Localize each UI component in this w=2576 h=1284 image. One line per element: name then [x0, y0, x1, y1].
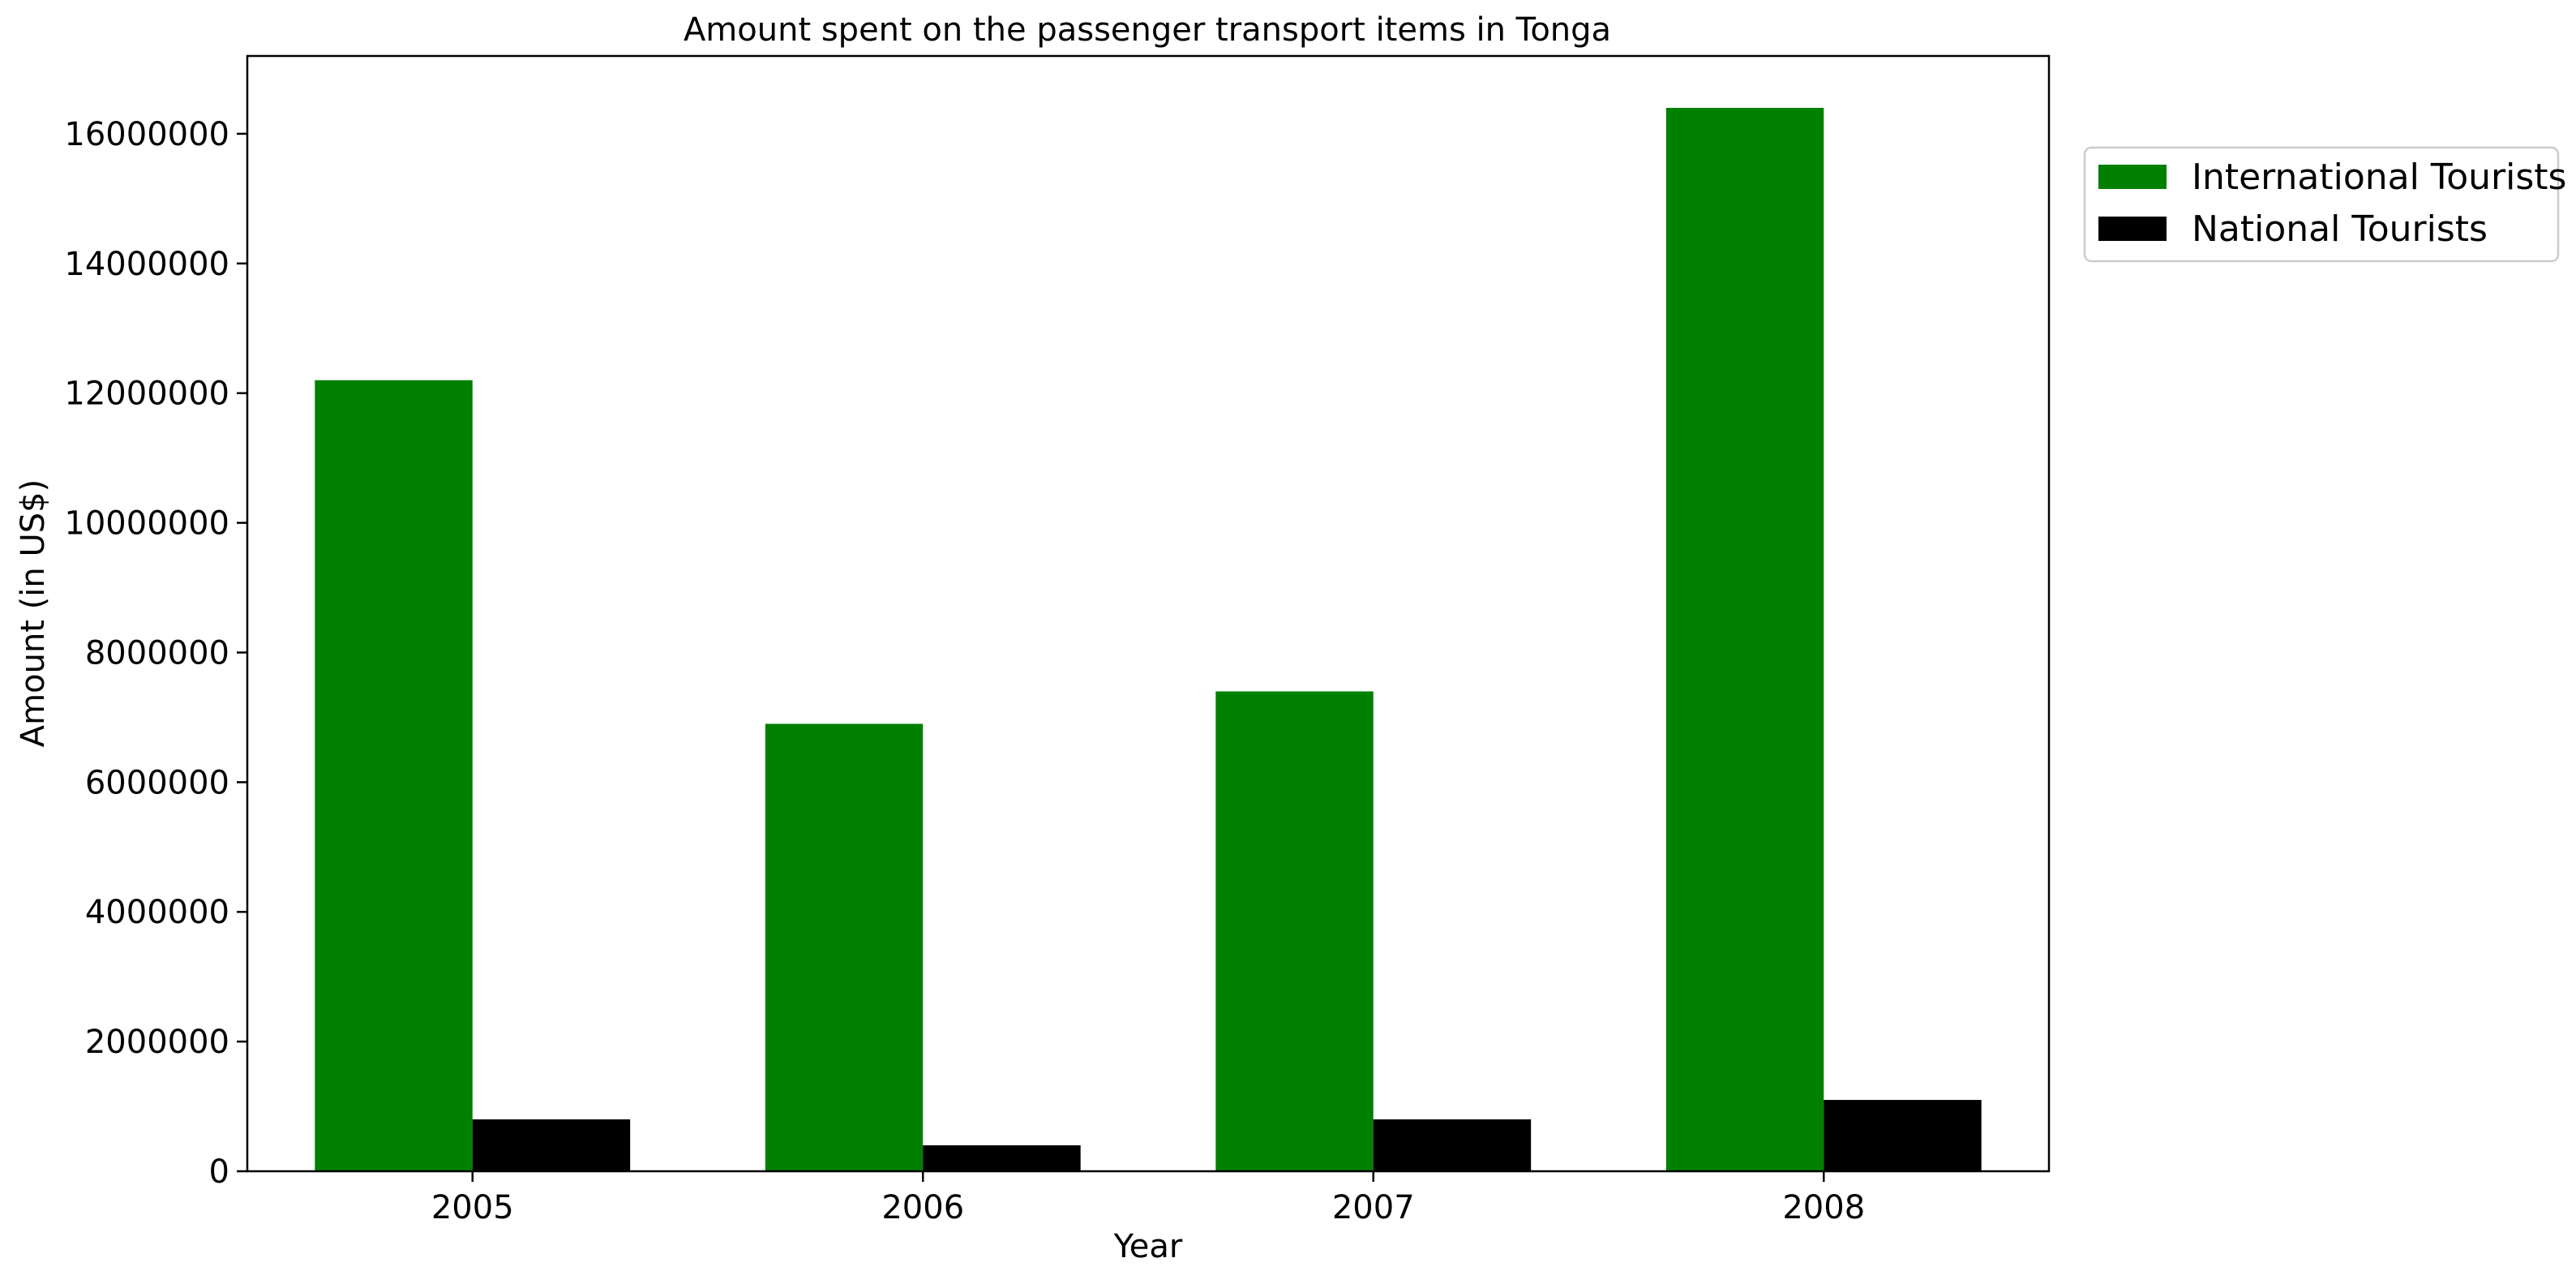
- legend-box: [2083, 146, 2560, 263]
- legend: International Tourists National Tourists: [2083, 146, 2566, 263]
- chart-title: Amount spent on the passenger transport …: [684, 11, 1611, 49]
- y-tick-label: 2000000: [85, 1024, 229, 1061]
- bar-national-tourists-2007: [1373, 1119, 1532, 1171]
- y-tick-label: 6000000: [85, 764, 229, 801]
- y-tick-label: 14000000: [64, 246, 229, 283]
- x-tick-label: 2008: [1782, 1189, 1865, 1226]
- x-tick-label: 2006: [881, 1189, 964, 1226]
- y-tick-label: 0: [209, 1153, 229, 1191]
- x-axis: 2005 2006 2007 2008: [431, 1171, 1865, 1226]
- x-tick-label: 2007: [1332, 1189, 1415, 1226]
- legend-label-national-tourists: National Tourists: [2192, 208, 2488, 250]
- bar-national-tourists-2006: [923, 1145, 1081, 1171]
- y-tick-label: 4000000: [85, 894, 229, 931]
- legend-label-international-tourists: International Tourists: [2192, 157, 2566, 198]
- legend-swatch-national-tourists: [2098, 217, 2167, 241]
- bar-international-tourists-2006: [765, 724, 924, 1171]
- y-tick-label: 8000000: [85, 634, 229, 672]
- legend-swatch-international-tourists: [2098, 165, 2167, 189]
- y-tick-label: 12000000: [64, 376, 229, 413]
- x-axis-title: Year: [1113, 1228, 1183, 1265]
- x-tick-label: 2005: [431, 1189, 514, 1226]
- bar-series: [315, 107, 1982, 1171]
- plot-area: 0 2000000 4000000 6000000 8000000 10000000 120…: [64, 54, 2051, 1226]
- bar-international-tourists-2007: [1215, 691, 1374, 1171]
- y-tick-label: 16000000: [64, 116, 229, 153]
- bar-international-tourists-2005: [315, 380, 473, 1171]
- bar-national-tourists-2005: [472, 1119, 631, 1171]
- bar-international-tourists-2008: [1665, 107, 1824, 1171]
- plot-frame: [246, 54, 2051, 1173]
- y-axis: 0 2000000 4000000 6000000 8000000 10000000 120…: [64, 116, 247, 1191]
- bar-national-tourists-2008: [1824, 1100, 1982, 1171]
- y-tick-label: 10000000: [64, 505, 229, 543]
- y-axis-title: Amount (in US$): [15, 479, 52, 747]
